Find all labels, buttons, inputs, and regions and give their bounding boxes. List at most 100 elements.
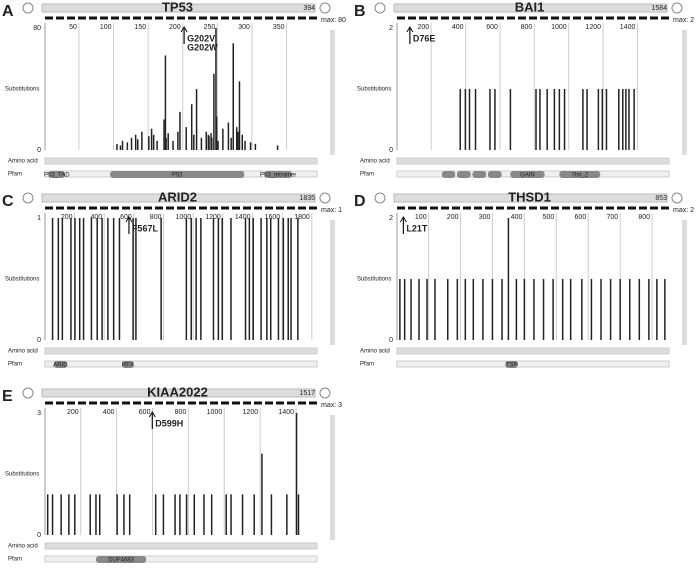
arrow-head bbox=[406, 26, 414, 33]
panel: E 1517 KIAA2022 max: 3 200 400 600 800 1000 1200 1… bbox=[2, 384, 342, 563]
x-tick-label: 150 bbox=[134, 24, 146, 31]
ruler bbox=[41, 3, 316, 13]
pfam-label: TSP bbox=[506, 363, 518, 369]
pfam-domain bbox=[456, 171, 471, 178]
x-tick-label: 700 bbox=[606, 214, 618, 221]
pfam-label: P53_TAD bbox=[44, 173, 70, 179]
x-tick-label: 1200 bbox=[205, 214, 221, 221]
zoom-in[interactable] bbox=[671, 2, 683, 14]
panel: B 1584 BAI1 max: 2 200 400 600 800 1000 1200 1400 0… bbox=[354, 0, 694, 179]
x-tick-label: 500 bbox=[543, 214, 555, 221]
track-label: Pfam bbox=[360, 362, 374, 368]
arrow-head bbox=[180, 26, 188, 33]
pfam-label: P53_tetramer bbox=[260, 173, 296, 179]
zoom-out[interactable] bbox=[22, 2, 34, 14]
panel-letter: D bbox=[354, 193, 366, 210]
x-tick-label: 200 bbox=[418, 24, 430, 31]
panel-letter: E bbox=[2, 388, 13, 405]
y-tick-label: 0 bbox=[389, 147, 393, 154]
zoom-in[interactable] bbox=[319, 192, 331, 204]
arrow-head bbox=[399, 216, 407, 223]
scrollbar bbox=[330, 220, 335, 345]
track-label: Amino acid bbox=[360, 349, 390, 355]
pfam-label: DUF4683 bbox=[108, 558, 134, 564]
scrollbar bbox=[330, 30, 335, 155]
pfam-label: GAIN bbox=[520, 173, 535, 179]
y-tick-label: 2 bbox=[389, 25, 393, 32]
track-label: Amino acid bbox=[360, 159, 390, 165]
pfam-domain bbox=[48, 171, 66, 178]
x-tick-label: 1400 bbox=[235, 214, 251, 221]
x-tick-label: 400 bbox=[103, 409, 115, 416]
y-tick-label: 0 bbox=[389, 337, 393, 344]
x-tick-label: 800 bbox=[175, 409, 187, 416]
y-axis-label: Substitutions bbox=[357, 87, 391, 93]
zoom-out[interactable] bbox=[22, 387, 34, 399]
pfam-label: P53 bbox=[172, 173, 183, 179]
x-tick-label: 400 bbox=[452, 24, 464, 31]
x-tick-label: 1000 bbox=[207, 409, 223, 416]
zoom-out[interactable] bbox=[374, 192, 386, 204]
y-axis-label: Substitutions bbox=[5, 87, 39, 93]
x-tick-label: 350 bbox=[273, 24, 285, 31]
x-tick-label: 200 bbox=[169, 24, 181, 31]
y-axis-label: Substitutions bbox=[5, 277, 39, 283]
protein-length: 1835 bbox=[299, 195, 315, 202]
track-bar bbox=[396, 157, 670, 165]
y-tick-label: 2 bbox=[389, 215, 393, 222]
annotation-label: D599H bbox=[155, 418, 183, 428]
y-tick-label: 3 bbox=[37, 410, 41, 417]
x-tick-label: 600 bbox=[139, 409, 151, 416]
track-bar bbox=[44, 360, 318, 368]
track-label: Amino acid bbox=[8, 544, 38, 550]
x-tick-label: 1200 bbox=[243, 409, 259, 416]
zoom-in[interactable] bbox=[319, 2, 331, 14]
zoom-out[interactable] bbox=[374, 2, 386, 14]
x-tick-label: 600 bbox=[486, 24, 498, 31]
panel-letter: B bbox=[354, 3, 366, 20]
arrow-head bbox=[125, 216, 133, 223]
ruler bbox=[41, 193, 316, 203]
y-tick-label: 0 bbox=[37, 147, 41, 154]
zoom-in[interactable] bbox=[671, 192, 683, 204]
max-label: max: 3 bbox=[321, 402, 342, 409]
scrollbar bbox=[682, 30, 687, 155]
track-bar bbox=[44, 555, 318, 563]
pfam-domain bbox=[505, 361, 518, 368]
panel-letter: A bbox=[2, 3, 14, 20]
x-tick-label: 50 bbox=[69, 24, 77, 31]
protein-length: 394 bbox=[303, 5, 315, 12]
gene-title: TP53 bbox=[162, 0, 193, 14]
panel: C 1835 ARID2 max: 1 200 400 600 800 1000 1200 1400… bbox=[2, 189, 342, 368]
pfam-domain bbox=[264, 171, 293, 178]
gene-title: BAI1 bbox=[515, 0, 545, 14]
x-tick-label: 100 bbox=[415, 214, 427, 221]
pfam-domain bbox=[559, 171, 601, 178]
pfam-domain bbox=[472, 171, 487, 178]
y-tick-label: 1 bbox=[37, 215, 41, 222]
panel: D 853 THSD1 max: 2 100 200 300 400 500 600 700 800 0… bbox=[354, 189, 694, 368]
annotation-label: L21T bbox=[406, 223, 428, 233]
track-label: Amino acid bbox=[8, 349, 38, 355]
ruler bbox=[41, 388, 316, 398]
pfam-domain bbox=[510, 171, 545, 178]
x-tick-label: 100 bbox=[100, 24, 112, 31]
protein-length: 853 bbox=[655, 195, 667, 202]
y-tick-label: 0 bbox=[37, 337, 41, 344]
max-label: max: 80 bbox=[321, 17, 346, 24]
x-tick-label: 1000 bbox=[551, 24, 567, 31]
track-label: Pfam bbox=[8, 172, 22, 178]
gene-title: KIAA2022 bbox=[147, 384, 208, 399]
track-bar bbox=[44, 347, 318, 355]
pfam-domain bbox=[121, 361, 134, 368]
zoom-out[interactable] bbox=[22, 192, 34, 204]
pfam-label: RFX bbox=[122, 363, 134, 369]
x-tick-label: 800 bbox=[638, 214, 650, 221]
x-tick-label: 1200 bbox=[585, 24, 601, 31]
x-tick-label: 800 bbox=[521, 24, 533, 31]
x-tick-label: 300 bbox=[479, 214, 491, 221]
x-tick-label: 200 bbox=[61, 214, 73, 221]
protein-length: 1584 bbox=[651, 5, 667, 12]
zoom-in[interactable] bbox=[319, 387, 331, 399]
